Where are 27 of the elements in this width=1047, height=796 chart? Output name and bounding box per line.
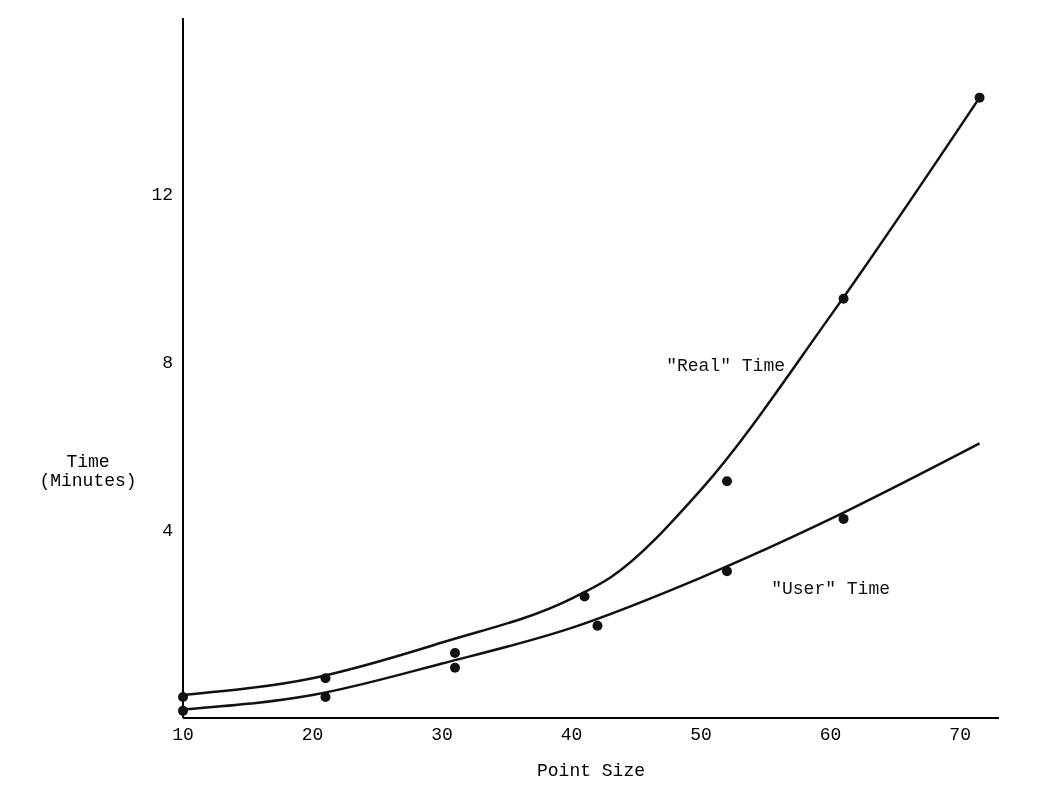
- point: [592, 620, 603, 631]
- x-tick-label: 30: [431, 725, 453, 745]
- x-axis-title: Point Size: [536, 761, 646, 781]
- x-tick-label: 40: [560, 725, 583, 745]
- series-label: "Real" Time: [666, 355, 786, 376]
- point: [974, 92, 985, 103]
- point: [838, 293, 849, 304]
- y-tick-label: 8: [162, 353, 173, 374]
- point: [722, 566, 732, 577]
- point: [450, 648, 460, 659]
- x-tick-label: 50: [690, 725, 712, 745]
- point: [722, 476, 732, 487]
- y-tick-label: 12: [151, 185, 173, 206]
- point: [320, 673, 331, 684]
- x-tick-label: 70: [949, 725, 971, 745]
- point: [178, 705, 188, 716]
- x-tick-label: 10: [172, 725, 194, 745]
- point: [838, 513, 849, 524]
- y-axis-title: Time (Minutes): [39, 451, 137, 492]
- point: [178, 692, 188, 703]
- x-tick-label: 20: [301, 725, 324, 745]
- point: [579, 591, 590, 602]
- point: [320, 692, 331, 703]
- point: [450, 662, 460, 673]
- x-tick-label: 60: [819, 725, 842, 745]
- series-label: "User" Time: [771, 578, 891, 599]
- y-tick-label: 4: [162, 520, 173, 541]
